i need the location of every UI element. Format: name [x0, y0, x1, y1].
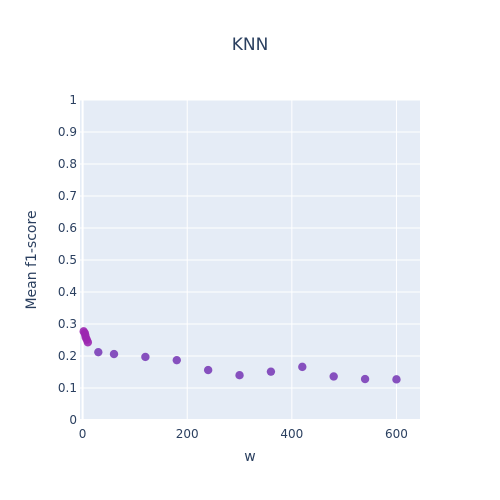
y-tick-label: 0.5	[58, 253, 77, 267]
data-point	[172, 355, 181, 365]
data-point	[392, 375, 401, 384]
y-tick-label: 0.8	[58, 157, 77, 171]
y-tick-label: 0.9	[58, 125, 77, 139]
data-point	[109, 349, 119, 359]
data-point	[329, 372, 338, 381]
x-tick-labels: 0 200 400 600	[79, 427, 408, 441]
x-tick-label: 400	[280, 427, 303, 441]
grid-layer	[80, 99, 420, 421]
data-point	[141, 352, 150, 362]
y-tick-labels: 0 0.1 0.2 0.3 0.4 0.5 0.6 0.7 0.8 0.9 1	[58, 93, 77, 427]
x-axis-title: w	[244, 449, 255, 465]
data-point	[266, 367, 276, 376]
data-point	[298, 362, 307, 372]
data-point	[203, 365, 213, 375]
y-tick-label: 0	[69, 413, 77, 427]
x-tick-label: 600	[385, 427, 408, 441]
data-point	[360, 374, 370, 384]
y-tick-label: 0.6	[58, 221, 77, 235]
x-tick-label: 0	[79, 427, 87, 441]
data-point	[235, 371, 244, 380]
y-tick-label: 1	[69, 93, 77, 107]
data-point	[94, 347, 103, 357]
points-layer	[79, 327, 401, 384]
x-tick-label: 200	[176, 427, 199, 441]
y-tick-label: 0.7	[58, 189, 77, 203]
y-tick-label: 0.2	[58, 349, 77, 363]
chart-title: KNN	[232, 35, 269, 55]
y-axis-title: Mean f1-score	[24, 210, 40, 309]
data-point	[83, 338, 93, 347]
y-tick-label: 0.1	[58, 381, 77, 395]
y-tick-label: 0.4	[58, 285, 77, 299]
y-tick-label: 0.3	[58, 317, 77, 331]
